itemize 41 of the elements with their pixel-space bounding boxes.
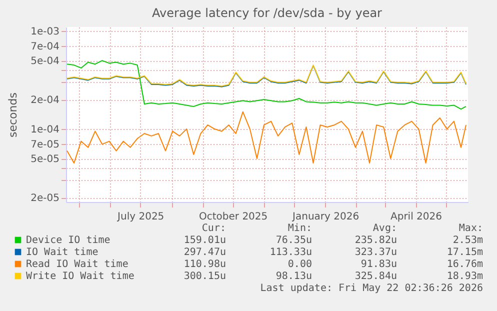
y-tick-label: 2e-05 (30, 193, 60, 204)
y-tick-label: 2e-04 (30, 95, 60, 106)
text: 159.01u (184, 235, 226, 246)
text: 17.15m (446, 247, 483, 258)
y-tick-label: 1e-03 (30, 26, 60, 38)
text: 235.82u (354, 235, 397, 246)
legend-label: Read IO Wait time (26, 259, 128, 270)
x-tick-label: January 2026 (292, 212, 360, 222)
legend-label: Device IO time (26, 235, 110, 246)
text: 16.76m (446, 259, 483, 270)
text: 2.53m (452, 235, 483, 246)
y-tick-label: 5e-04 (30, 56, 60, 68)
y-tick-label: 7e-04 (30, 42, 60, 53)
x-tick-label: April 2026 (390, 212, 442, 222)
text: 323.37u (354, 247, 397, 258)
y-axis-title: seconds (6, 92, 20, 138)
text: Avg: (372, 223, 397, 234)
text: 98.13u (276, 271, 312, 282)
text: 325.84u (354, 271, 397, 282)
text: 76.35u (276, 235, 312, 246)
text: 0.00 (288, 259, 312, 270)
text: 91.83u (360, 259, 397, 270)
legend-label: IO Wait time (26, 247, 98, 258)
text: Last update: Fri May 22 02:36:26 2026 (260, 283, 483, 294)
text: 113.33u (270, 247, 312, 258)
x-tick-label: October 2025 (199, 212, 268, 222)
text: Min: (288, 223, 312, 234)
legend-label: Write IO Wait time (26, 271, 134, 282)
y-tick-label: 7e-05 (30, 140, 60, 151)
text: 297.47u (184, 247, 226, 258)
chart-title: Average latency for /dev/sda - by year (152, 6, 382, 20)
y-tick-label: 5e-05 (30, 154, 60, 166)
text: Max: (458, 223, 483, 234)
line-series (66, 60, 466, 110)
text: 110.98u (184, 259, 226, 270)
text: Cur: (202, 223, 226, 234)
line-series (66, 111, 466, 164)
x-tick-label: July 2025 (116, 212, 164, 222)
y-tick-label: 1e-04 (30, 124, 60, 136)
text: 300.15u (184, 271, 226, 282)
text: 18.93m (446, 271, 483, 282)
